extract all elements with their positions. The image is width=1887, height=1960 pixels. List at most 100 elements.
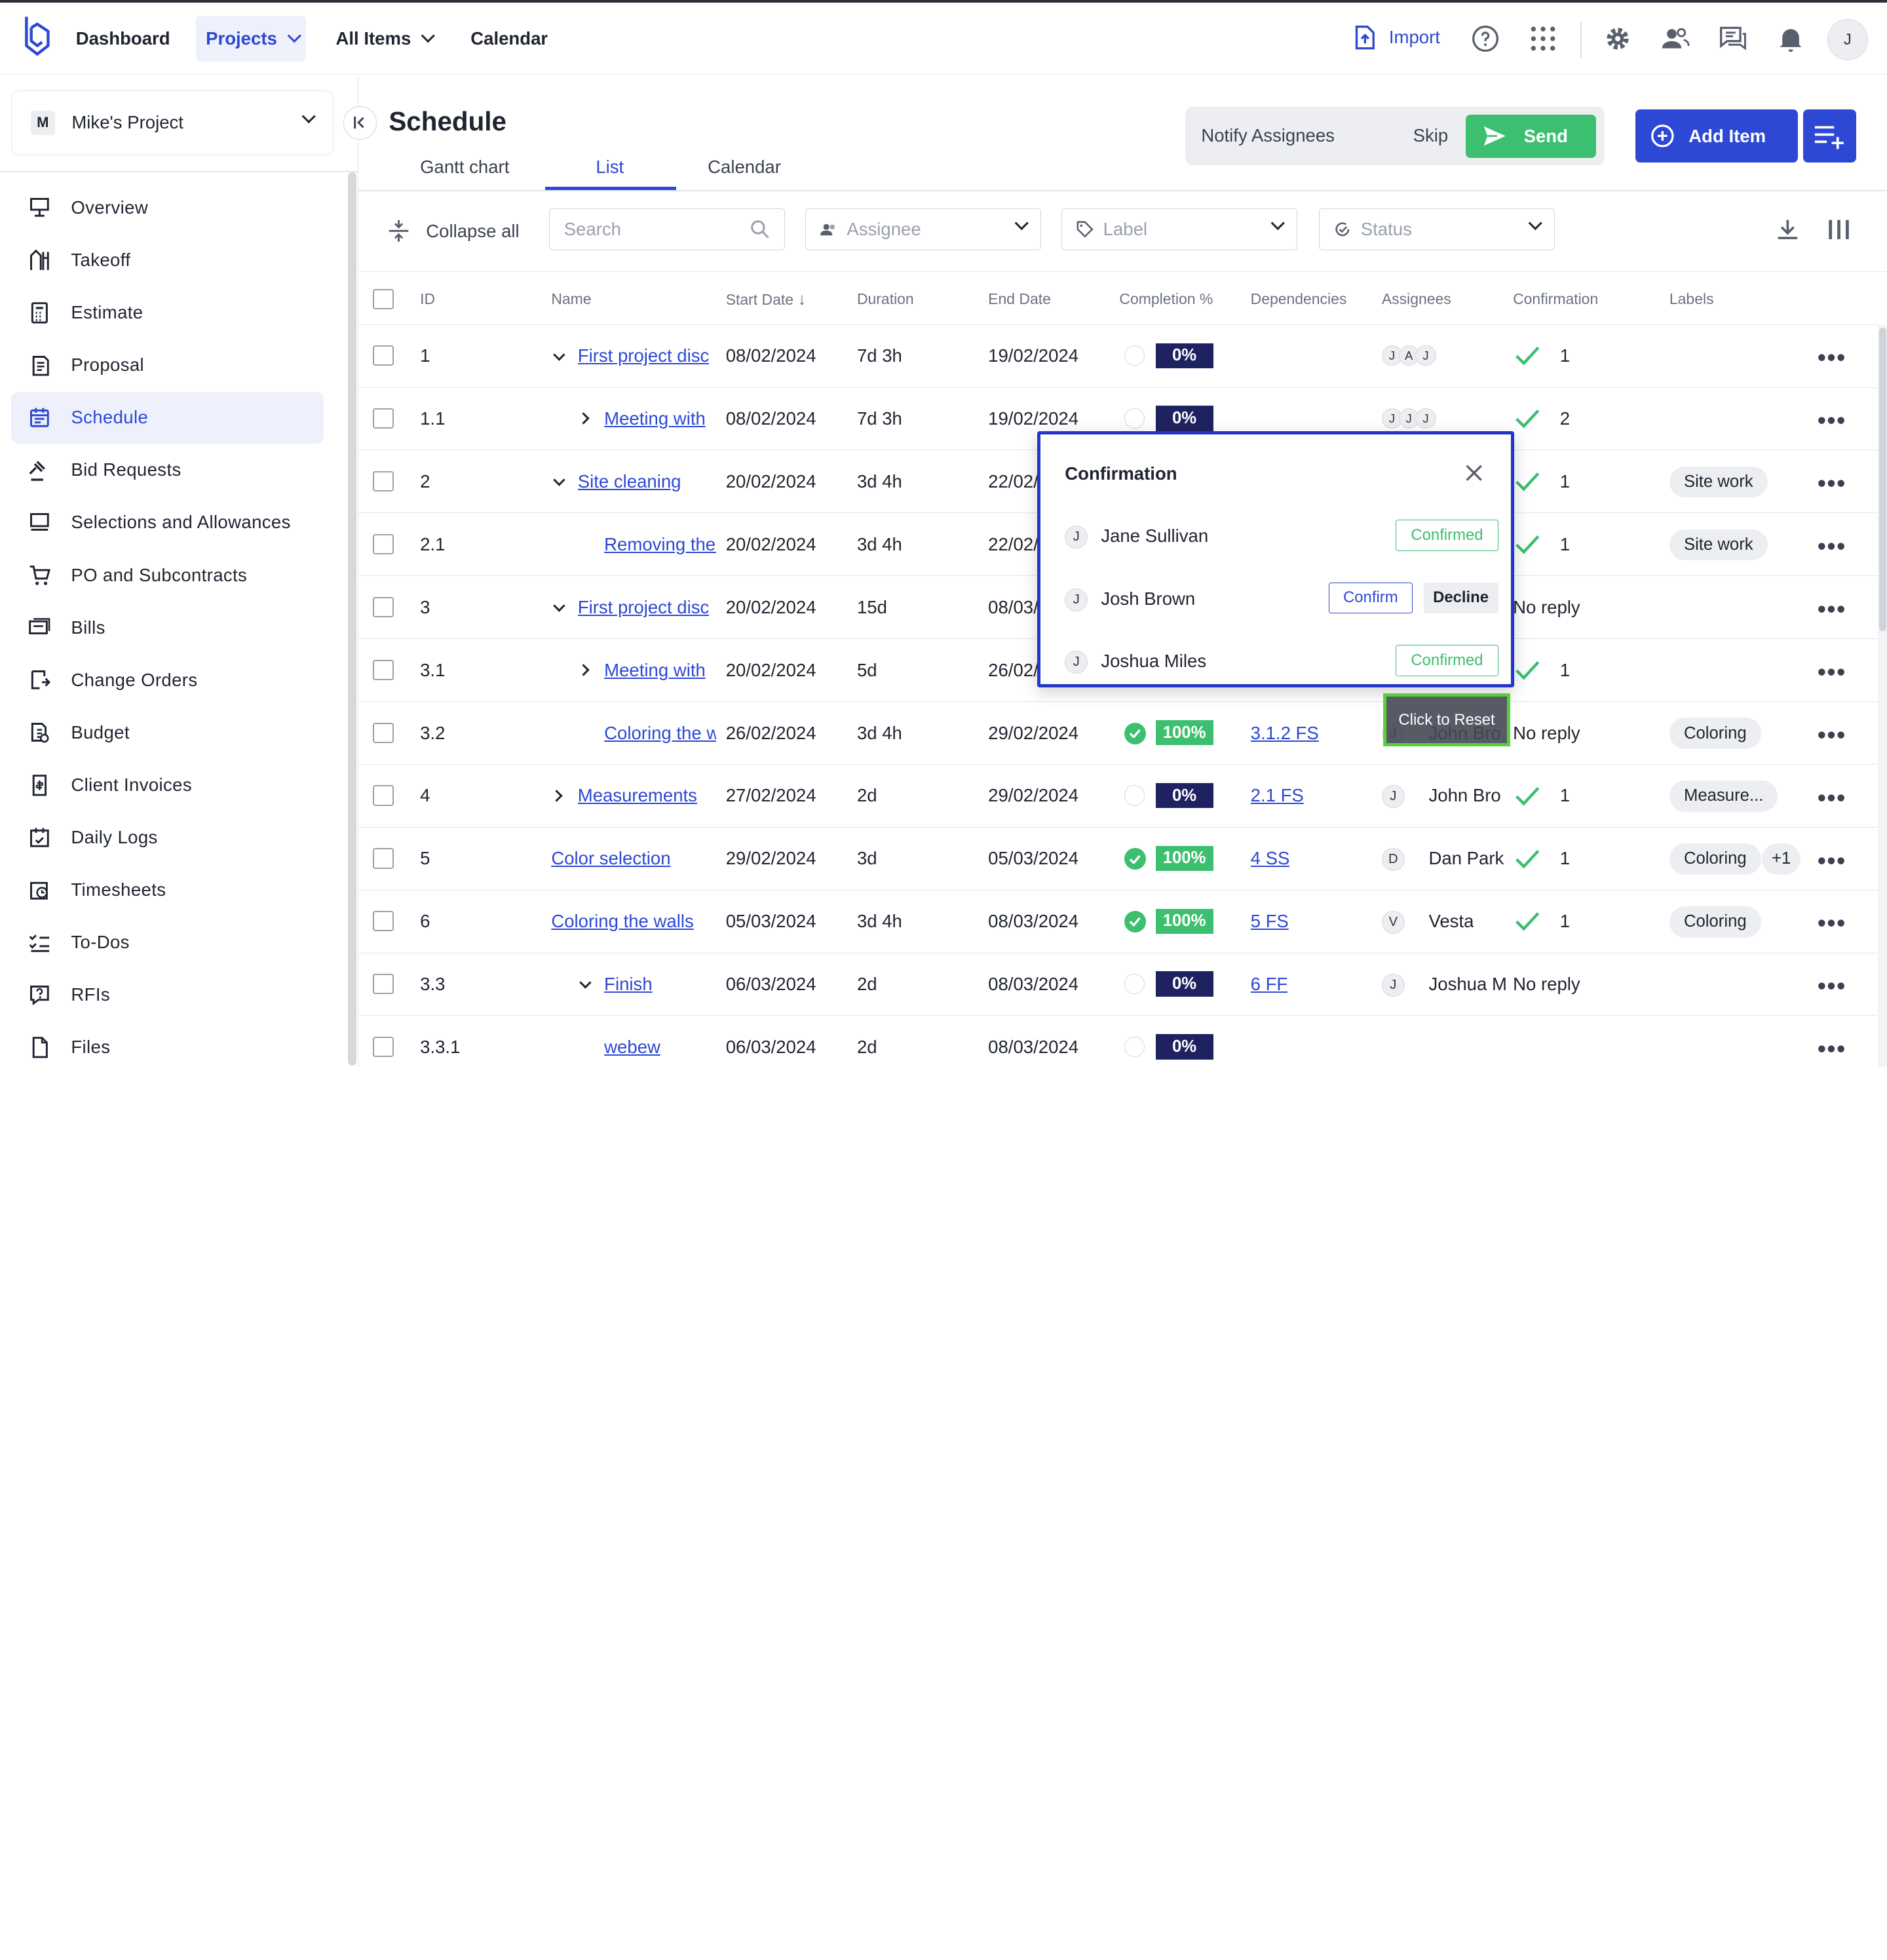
expand-chevron-right-icon[interactable] [577,664,590,676]
import-button[interactable]: Import [1353,24,1440,50]
sidebar-item-takeoff[interactable]: Takeoff [11,234,324,286]
send-button[interactable]: Send [1466,114,1596,158]
task-name-link[interactable]: Color selection [551,848,671,869]
row-checkbox[interactable] [373,911,394,932]
col-dependencies[interactable]: Dependencies [1250,290,1347,307]
col-completion[interactable]: Completion % [1119,290,1213,307]
confirmation-count[interactable]: 1 [1559,785,1571,806]
table-row[interactable]: 1 First project disc 08/02/2024 7d 3h 19/02/… [358,325,1878,388]
status-circle-icon[interactable] [1124,974,1145,995]
row-checkbox[interactable] [373,471,394,492]
sidebar-item-estimate[interactable]: Estimate [11,287,324,339]
chat-icon[interactable] [1719,24,1747,53]
col-labels[interactable]: Labels [1669,290,1714,307]
col-confirmation[interactable]: Confirmation [1513,290,1599,307]
row-checkbox[interactable] [373,974,394,995]
sidebar-item-po-and-subcontracts[interactable]: PO and Subcontracts [11,549,324,601]
row-more-icon[interactable]: ••• [1817,721,1846,748]
collapse-sidebar-button[interactable] [343,106,377,140]
tab-gantt-chart[interactable]: Gantt chart [420,156,510,177]
col-name[interactable]: Name [551,290,592,307]
row-more-icon[interactable]: ••• [1817,595,1846,623]
col-id[interactable]: ID [420,290,436,307]
confirmation-count[interactable]: 1 [1559,659,1571,680]
decline-button[interactable]: Decline [1423,582,1498,614]
gear-icon[interactable] [1603,24,1632,53]
expand-chevron-down-icon[interactable] [579,976,592,989]
table-row[interactable]: 6 Coloring the walls 05/03/2024 3d 4h 08/03/… [358,891,1878,953]
task-name-link[interactable]: Coloring the wall [604,722,716,743]
help-icon[interactable] [1471,24,1500,53]
close-icon[interactable] [1464,463,1483,482]
apps-grid-icon[interactable] [1529,24,1557,53]
table-row[interactable]: 3.1 Meeting with 20/02/2024 5d 26/02/2024 1 ••… [358,639,1878,702]
confirmed-badge[interactable]: Confirmed [1396,520,1498,551]
project-selector[interactable]: M Mike's Project [10,90,334,155]
dependency-link[interactable]: 5 FS [1250,911,1289,932]
col-assignees[interactable]: Assignees [1381,290,1451,307]
select-all-checkbox[interactable] [373,288,394,310]
confirmation-count[interactable]: 1 [1559,345,1571,366]
sidebar-item-selections-and-allowances[interactable]: Selections and Allowances [11,497,324,548]
row-more-icon[interactable]: ••• [1817,910,1846,937]
dependency-link[interactable]: 3.1.2 FS [1250,722,1319,743]
confirmation-count[interactable]: 1 [1559,911,1571,932]
confirmed-badge[interactable]: Confirmed [1396,645,1498,676]
row-checkbox[interactable] [373,722,394,743]
skip-button[interactable]: Skip [1413,125,1449,146]
row-more-icon[interactable]: ••• [1817,1035,1846,1063]
assignee-filter[interactable]: Assignee [805,208,1041,251]
table-row[interactable]: 3 First project disc 20/02/2024 15d 08/03/20… [358,577,1878,640]
scrollbar-thumb[interactable] [1878,327,1886,631]
sidebar-item-client-invoices[interactable]: Client Invoices [11,759,324,811]
sidebar-scrollbar[interactable] [347,172,356,1066]
download-icon[interactable] [1776,218,1800,242]
bell-icon[interactable] [1776,24,1805,53]
confirmation-count[interactable]: 1 [1559,848,1571,869]
expand-chevron-right-icon[interactable] [550,789,563,802]
task-name-link[interactable]: Measurements [577,785,697,806]
row-more-icon[interactable]: ••• [1817,407,1846,434]
sidebar-item-overview[interactable]: Overview [11,182,324,233]
expand-chevron-down-icon[interactable] [553,600,565,612]
sidebar-item-proposal[interactable]: Proposal [11,339,324,391]
sidebar-item-change-orders[interactable]: Change Orders [11,654,324,706]
status-filter[interactable]: Status [1319,208,1555,251]
dependency-link[interactable]: 4 SS [1250,848,1290,869]
status-circle-icon[interactable] [1124,1037,1145,1058]
sidebar-item-daily-logs[interactable]: Daily Logs [11,811,324,863]
row-more-icon[interactable]: ••• [1817,972,1846,1000]
row-checkbox[interactable] [373,1037,394,1058]
confirmation-status[interactable]: No reply [1513,974,1580,995]
nav-calendar[interactable]: Calendar [461,16,558,62]
expand-chevron-right-icon[interactable] [577,412,590,425]
sidebar-item-files[interactable]: Files [11,1022,324,1067]
sidebar-item-bills[interactable]: Bills [11,602,324,653]
task-name-link[interactable]: First project disc [577,345,710,366]
confirm-button[interactable]: Confirm [1328,582,1413,614]
logo-icon[interactable] [22,14,53,58]
row-checkbox[interactable] [373,785,394,806]
status-circle-icon[interactable] [1124,345,1145,366]
table-scrollbar[interactable] [1877,324,1887,1067]
col-start-date[interactable]: Start Date ↓ [726,290,807,309]
add-item-button[interactable]: Add Item [1635,109,1799,163]
col-end-date[interactable]: End Date [988,290,1051,307]
task-name-link[interactable]: Finish [604,974,653,995]
complete-check-icon[interactable] [1124,722,1146,744]
nav-dashboard[interactable]: Dashboard [66,16,180,62]
row-more-icon[interactable]: ••• [1817,533,1846,560]
table-row[interactable]: 3.3.1 webew 06/03/2024 2d 08/03/2024 0% ••• [358,1016,1877,1067]
complete-check-icon[interactable] [1124,911,1146,933]
tab-calendar[interactable]: Calendar [708,156,781,177]
table-row[interactable]: 4 Measurements 27/02/2024 2d 29/02/2024 0% 2.1… [358,765,1878,828]
col-duration[interactable]: Duration [856,290,914,307]
row-checkbox[interactable] [373,533,394,555]
row-checkbox[interactable] [373,596,394,617]
row-checkbox[interactable] [373,345,394,366]
nav-projects[interactable]: Projects [196,15,306,62]
row-checkbox[interactable] [373,659,394,680]
sidebar-item-budget[interactable]: Budget [11,706,324,758]
confirmation-status[interactable]: No reply [1513,596,1580,617]
task-name-link[interactable]: Site cleaning [577,471,681,491]
